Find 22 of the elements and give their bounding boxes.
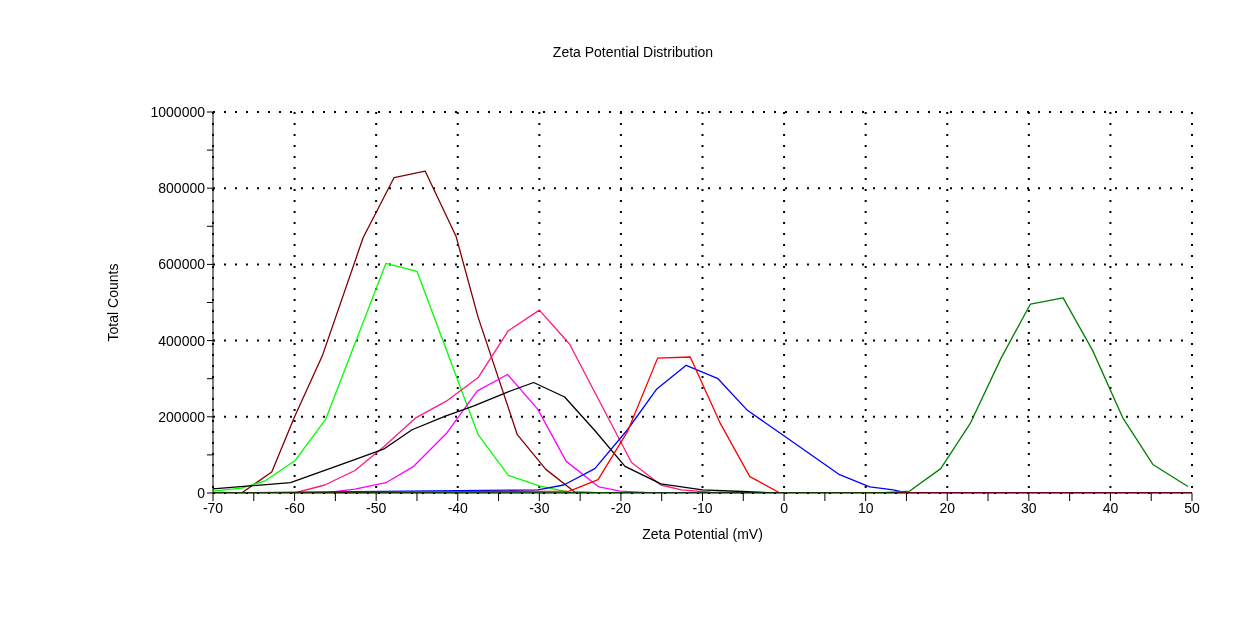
y-tick-label: 200000 <box>158 408 206 425</box>
x-axis-title: Zeta Potential (mV) <box>642 526 763 542</box>
x-tick-label: 50 <box>1184 499 1200 516</box>
x-tick-label: -50 <box>366 499 387 516</box>
x-tick-label: -30 <box>529 499 550 516</box>
x-tick-label: 0 <box>780 499 789 516</box>
y-axis-title: Total Counts <box>104 263 121 342</box>
y-tick-label: 400000 <box>158 332 206 349</box>
x-tick-label: -40 <box>447 499 469 516</box>
y-tick-label: 800000 <box>158 180 206 197</box>
x-tick-label: -70 <box>202 499 224 516</box>
x-tick-label: 40 <box>1102 499 1119 516</box>
x-tick-label: 20 <box>939 499 956 516</box>
x-tick-label: 10 <box>857 499 874 516</box>
x-tick-label: 30 <box>1021 499 1037 516</box>
y-tick-label: 1000000 <box>150 103 206 120</box>
chart-title: Zeta Potential Distribution <box>551 44 715 60</box>
y-tick-label: 0 <box>197 484 206 501</box>
y-tick-label: 600000 <box>158 256 206 273</box>
x-tick-label: -60 <box>284 499 305 516</box>
x-tick-label: -10 <box>692 499 713 516</box>
x-tick-label: -20 <box>610 499 632 516</box>
